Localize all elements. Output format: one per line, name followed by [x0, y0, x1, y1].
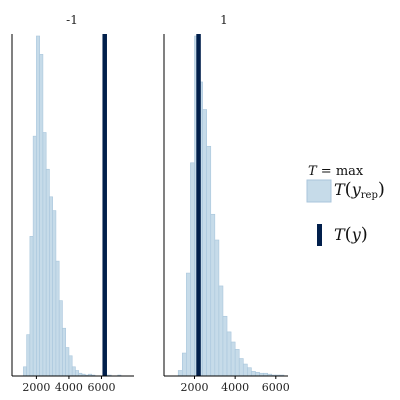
histogram-bar: [71, 366, 76, 377]
facet-panel-pos1: 1 2000 4000 6000: [163, 13, 290, 394]
histogram-bar: [39, 54, 44, 377]
observed-stat-line: [102, 34, 107, 376]
legend-rep-label: T(yrep): [334, 179, 385, 201]
histogram-bar: [210, 213, 216, 377]
histogram-bar: [32, 135, 37, 377]
histogram-bar: [206, 145, 212, 377]
histogram-bar: [226, 331, 232, 377]
facet-title: 1: [220, 13, 228, 27]
histogram-bar: [238, 358, 244, 377]
legend-title: T = max: [308, 164, 364, 179]
legend-rep-swatch: [306, 179, 332, 203]
histogram-bar: [218, 285, 224, 377]
observed-stat-line: [196, 34, 201, 376]
histogram-bar: [55, 260, 60, 377]
histogram-bar: [222, 315, 228, 377]
x-tick-label: 4000: [221, 381, 249, 394]
histogram-bar: [190, 162, 195, 377]
x-tick-label: 6000: [262, 381, 290, 394]
histogram-bar: [214, 239, 220, 377]
histogram-bar: [49, 196, 53, 377]
histogram-bar: [255, 372, 260, 377]
histogram-bar: [251, 371, 256, 377]
histogram-bar: [65, 347, 70, 377]
histogram-bar: [181, 352, 187, 377]
histogram-bar: [36, 35, 40, 377]
histogram-bar: [52, 210, 57, 377]
histogram-bar: [68, 355, 73, 377]
histogram-bar: [186, 272, 191, 377]
histogram-bar: [29, 236, 34, 377]
histogram-bar: [202, 109, 207, 377]
histogram-bar: [26, 334, 31, 377]
histogram-bar: [234, 349, 240, 377]
histogram-bar: [58, 300, 63, 377]
facet-panel-neg1: -1 2000 4000 6000: [11, 13, 134, 394]
histogram-bar: [62, 327, 66, 377]
histogram-bar: [177, 370, 183, 377]
histogram-bar: [75, 370, 79, 377]
histogram-bar: [242, 363, 248, 377]
histogram-bar: [45, 168, 50, 377]
legend: T = max T(yrep) T(y): [306, 164, 385, 246]
histogram-bar: [247, 367, 252, 377]
facet-title: -1: [66, 13, 78, 27]
x-tick-label: 2000: [180, 381, 208, 394]
legend-obs-swatch: [317, 224, 322, 246]
x-tick-label: 4000: [55, 381, 83, 394]
histogram-bar: [42, 132, 47, 377]
legend-obs-label: T(y): [334, 224, 368, 245]
histogram-bar: [23, 366, 27, 377]
x-tick-label: 6000: [87, 381, 115, 394]
histogram-bar: [230, 341, 236, 377]
x-tick-label: 2000: [22, 381, 50, 394]
